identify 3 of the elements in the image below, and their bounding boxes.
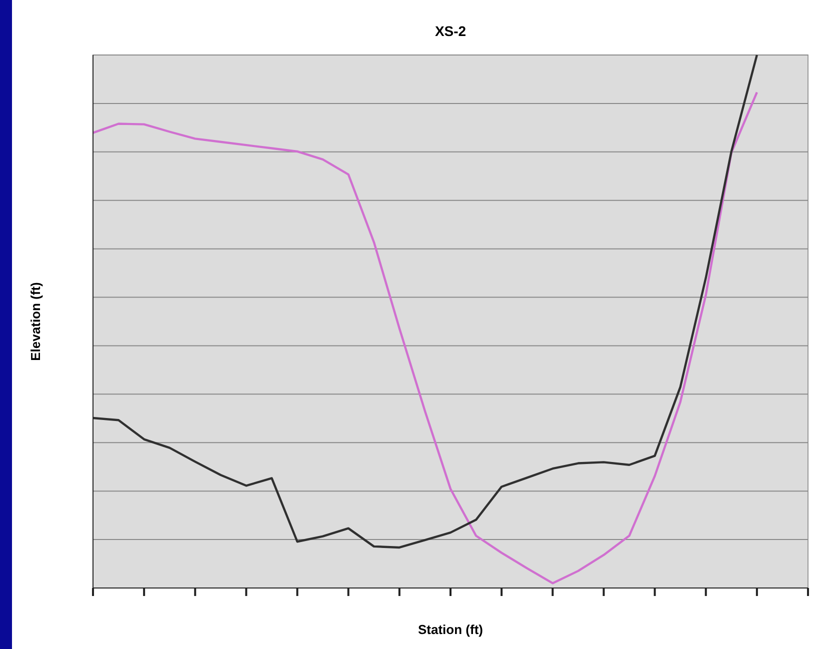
x-axis-title: Station (ft)	[418, 622, 483, 637]
y-axis-title: Elevation (ft)	[28, 282, 43, 361]
chart-title: XS-2	[434, 23, 466, 39]
